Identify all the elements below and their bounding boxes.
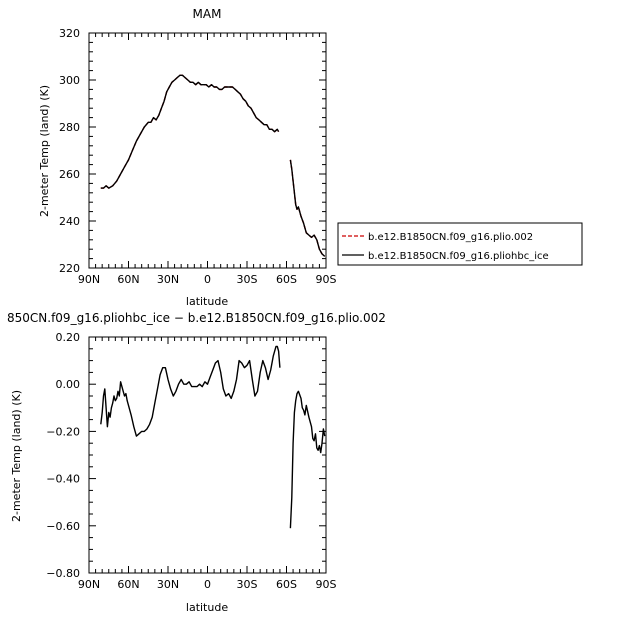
bottom-plot-frame	[88, 336, 327, 574]
legend: b.e12.B1850CN.f09_g16.plio.002 b.e12.B18…	[337, 222, 583, 266]
top-series-1-line-segment-1	[289, 159, 326, 257]
bottom-y-tick-label: 0.20	[56, 331, 81, 344]
bottom-y-tick-label: 0.00	[56, 378, 81, 391]
bottom-x-tick-label: 30S	[237, 578, 258, 591]
top-x-tick-label: 90N	[78, 273, 100, 286]
bottom-x-tick-label: 90S	[316, 578, 337, 591]
top-y-tick-label: 300	[59, 74, 80, 87]
top-y-tick-label: 240	[59, 215, 80, 228]
bottom-y-tick-label: −0.60	[46, 520, 80, 533]
bottom-plot-area: 90N 60N 30N 0 30S 60S 90S −0.80 −0.60 −0.40 −0.20 0…	[46, 331, 336, 591]
top-plot-title: MAM	[193, 7, 222, 21]
top-x-tick-label: 0	[204, 273, 211, 286]
top-y-tick-label: 220	[59, 262, 80, 275]
top-y-tick-label: 320	[59, 27, 80, 40]
top-y-tick-label: 280	[59, 121, 80, 134]
top-series-0-line-segment-0	[100, 74, 280, 189]
top-x-tick-label: 30S	[237, 273, 258, 286]
top-x-axis-label: latitude	[186, 295, 228, 308]
bottom-panel: 850CN.f09_g16.pliohbc_ice − b.e12.B1850C…	[7, 311, 386, 614]
legend-label-plio: b.e12.B1850CN.f09_g16.plio.002	[368, 232, 533, 243]
top-plot-frame	[88, 32, 327, 269]
bottom-y-tick-label: −0.80	[46, 567, 80, 580]
bottom-x-tick-label: 0	[204, 578, 211, 591]
bottom-series-0-line-segment-0	[100, 345, 281, 437]
bottom-y-tick-label: −0.20	[46, 425, 80, 438]
top-panel: MAM 90N 60N 30N 0 30S 60S 90S 220 240 260 280 300 32…	[38, 7, 337, 308]
bottom-x-tick-label: 60N	[117, 578, 139, 591]
top-y-tick-label: 260	[59, 168, 80, 181]
bottom-y-tick-label: −0.40	[46, 473, 80, 486]
top-x-tick-label: 30N	[157, 273, 179, 286]
top-x-tick-label: 90S	[316, 273, 337, 286]
bottom-plot-title: 850CN.f09_g16.pliohbc_ice − b.e12.B1850C…	[7, 311, 386, 325]
top-series-1-line-segment-0	[100, 74, 280, 189]
top-x-tick-label: 60S	[276, 273, 297, 286]
bottom-x-tick-label: 30N	[157, 578, 179, 591]
legend-label-pliohbc-ice: b.e12.B1850CN.f09_g16.pliohbc_ice	[368, 251, 549, 262]
top-plot-area: 90N 60N 30N 0 30S 60S 90S 220 240 260 280 300 320	[59, 27, 337, 286]
legend-box	[337, 222, 583, 266]
bottom-x-axis-label: latitude	[186, 601, 228, 614]
top-x-tick-label: 60N	[117, 273, 139, 286]
bottom-y-axis-label: 2-meter Temp (land) (K)	[10, 390, 23, 522]
bottom-x-tick-label: 60S	[276, 578, 297, 591]
bottom-x-tick-label: 90N	[78, 578, 100, 591]
top-y-axis-label: 2-meter Temp (land) (K)	[38, 85, 51, 217]
bottom-series-0-line-segment-1	[289, 390, 326, 529]
